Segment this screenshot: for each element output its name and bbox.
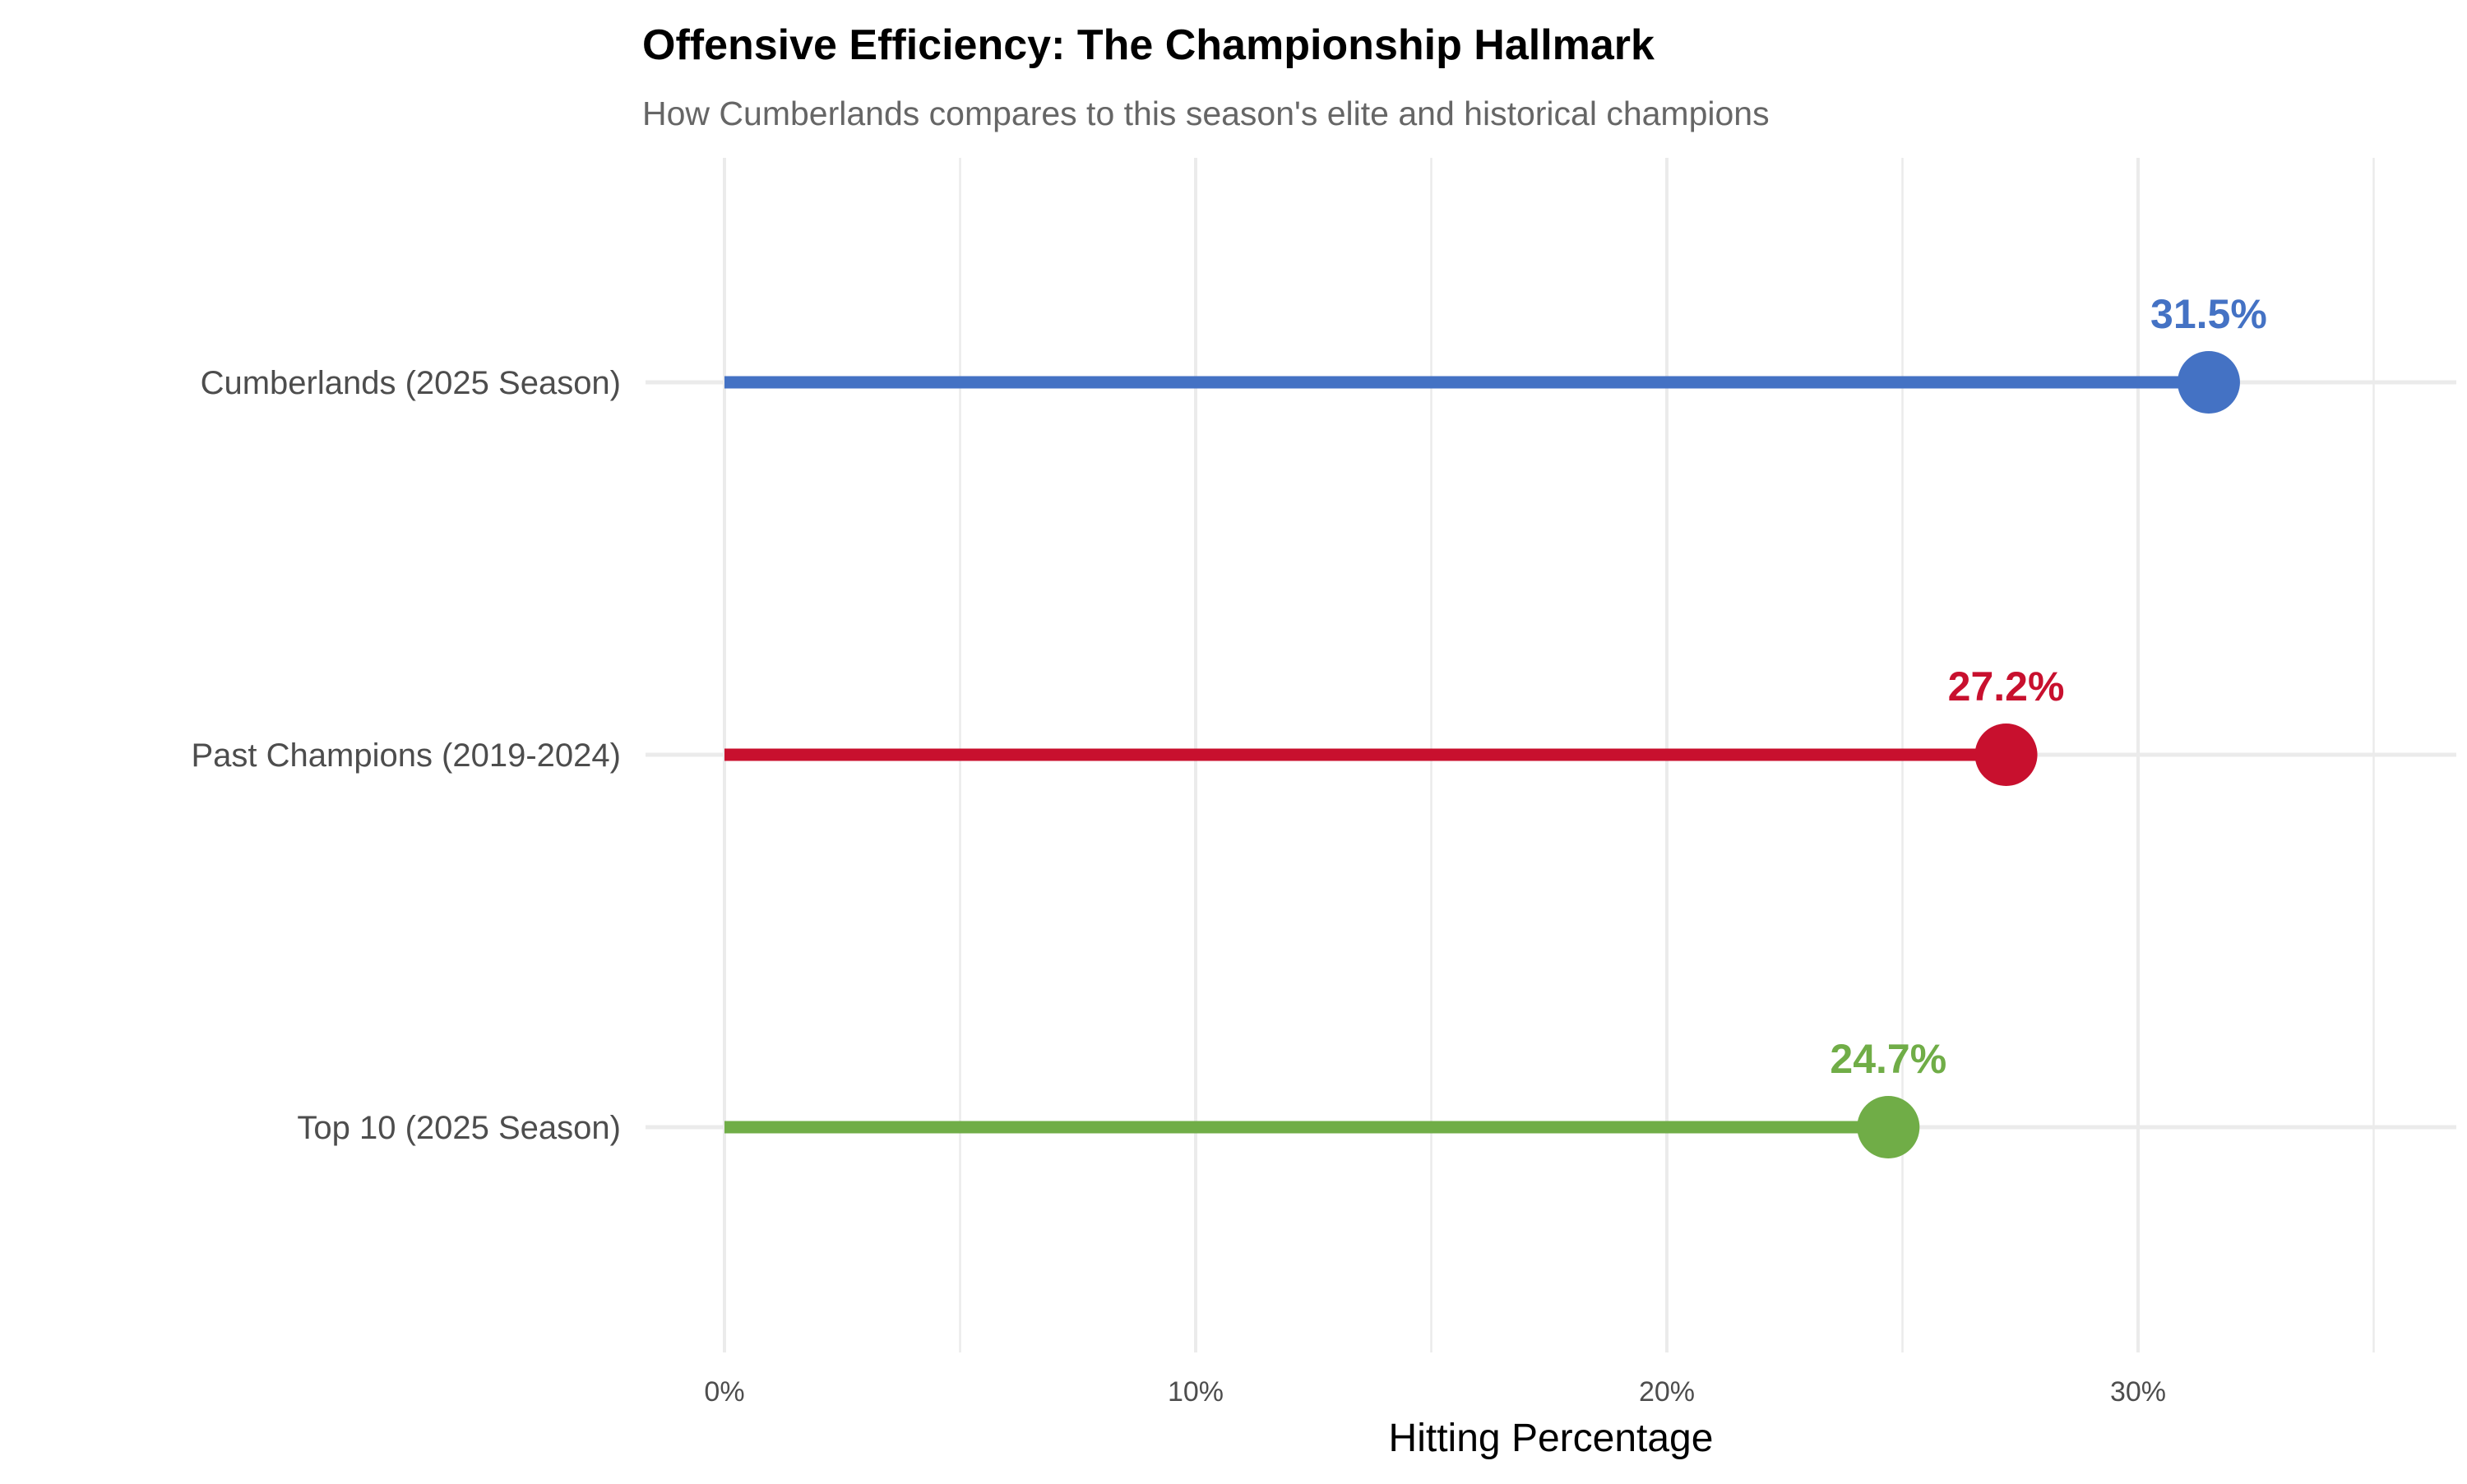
x-tick-label: 0% (704, 1376, 744, 1408)
data-label: 24.7% (1830, 1036, 1946, 1082)
y-category-label: Cumberlands (2025 Season) (201, 365, 621, 401)
chart-title: Offensive Efficiency: The Championship H… (642, 21, 1655, 69)
x-tick-label: 10% (1168, 1376, 1224, 1408)
lollipop-point (2177, 351, 2240, 414)
x-tick-label: 30% (2110, 1376, 2166, 1408)
x-tick-label: 20% (1639, 1376, 1695, 1408)
lollipop-point (1857, 1096, 1920, 1158)
y-category-label: Past Champions (2019-2024) (191, 737, 621, 774)
data-label: 31.5% (2150, 291, 2267, 337)
lollipop-point (1974, 724, 2038, 786)
y-category-label: Top 10 (2025 Season) (297, 1110, 621, 1146)
x-axis-label: Hitting Percentage (1389, 1417, 1714, 1460)
marks: 31.5% 27.2% 24.7% (724, 291, 2267, 1158)
data-label: 27.2% (1948, 663, 2065, 710)
x-tick-labels: 0% 10% 20% 30% (704, 1376, 2166, 1408)
chart-subtitle: How Cumberlands compares to this season'… (642, 95, 1770, 132)
y-category-labels: Cumberlands (2025 Season) Past Champions … (191, 365, 621, 1146)
